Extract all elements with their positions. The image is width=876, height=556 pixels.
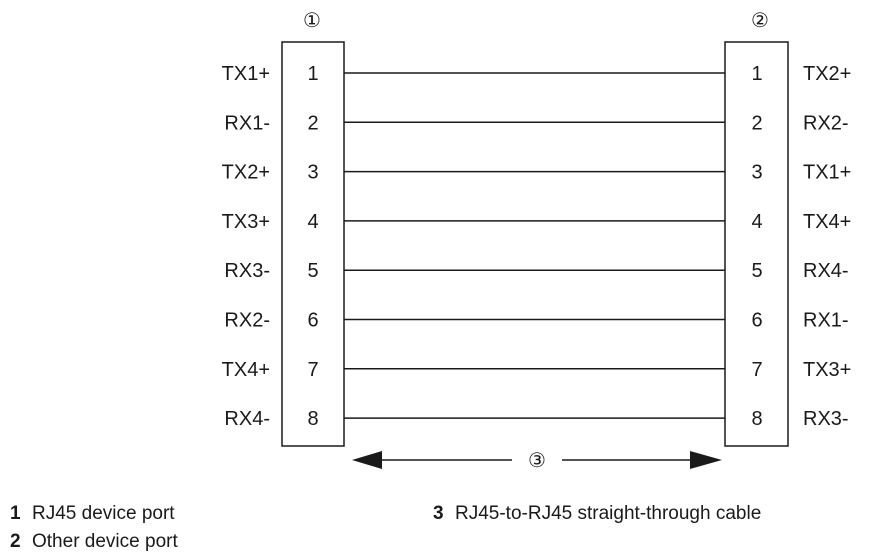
right-pin-number: 3 bbox=[751, 162, 762, 184]
left-pin-signal: RX1- bbox=[224, 112, 270, 134]
legend-number: 2 bbox=[10, 531, 21, 552]
left-pin-number: 3 bbox=[307, 162, 318, 184]
left-pin-signal: RX2- bbox=[224, 310, 270, 332]
legend-item-2: 2 Other device port bbox=[10, 531, 178, 553]
right-pin-signal: RX3- bbox=[803, 408, 849, 430]
legend-text: RJ45-to-RJ45 straight-through cable bbox=[455, 503, 762, 524]
right-pin-number: 5 bbox=[751, 260, 762, 282]
left-pin-signal: TX2+ bbox=[222, 162, 270, 184]
right-pin-number: 4 bbox=[751, 211, 762, 233]
left-pin-number: 4 bbox=[307, 211, 318, 233]
right-pin-number: 8 bbox=[751, 408, 762, 430]
right-pin-number: 6 bbox=[751, 310, 762, 332]
left-port-pins: TX1+ 1 RX1- 2 TX2+ 3 TX3+ 4 RX3- 5 RX2- 6 TX4+ 7 RX4- 8 bbox=[222, 63, 319, 430]
left-pin-signal: TX1+ bbox=[222, 63, 270, 85]
right-pin-signal: RX1- bbox=[803, 310, 849, 332]
wires-group bbox=[344, 72, 725, 419]
right-pin-signal: RX2- bbox=[803, 112, 849, 134]
legend-text: Other device port bbox=[32, 531, 178, 552]
legend-item-3: 3 RJ45-to-RJ45 straight-through cable bbox=[433, 503, 761, 525]
left-pin-number: 1 bbox=[307, 63, 318, 85]
legend-number: 3 bbox=[433, 503, 444, 524]
legend-item-1: 1 RJ45 device port bbox=[10, 503, 175, 525]
right-pin-number: 7 bbox=[751, 359, 762, 381]
right-pin-number: 1 bbox=[751, 63, 762, 85]
left-pin-number: 6 bbox=[307, 310, 318, 332]
right-port-box bbox=[724, 41, 789, 447]
legend-number: 1 bbox=[10, 503, 21, 524]
right-pin-signal: TX2+ bbox=[803, 63, 851, 85]
left-pin-number: 2 bbox=[307, 112, 318, 134]
right-pin-number: 2 bbox=[751, 112, 762, 134]
left-pin-signal: TX3+ bbox=[222, 211, 270, 233]
left-pin-signal: TX4+ bbox=[222, 359, 270, 381]
legend-text: RJ45 device port bbox=[32, 503, 175, 524]
left-port-marker: ① bbox=[303, 10, 321, 32]
right-pin-signal: TX3+ bbox=[803, 359, 851, 381]
right-pin-signal: TX4+ bbox=[803, 211, 851, 233]
right-port-marker: ② bbox=[751, 10, 769, 32]
cable-marker: ③ bbox=[528, 450, 546, 472]
left-pin-signal: RX3- bbox=[224, 260, 270, 282]
left-pin-number: 7 bbox=[307, 359, 318, 381]
left-pin-signal: RX4- bbox=[224, 408, 270, 430]
right-port-pins: 1 TX2+ 2 RX2- 3 TX1+ 4 TX4+ 5 RX4- 6 RX1- 7 TX3+ 8 RX3- bbox=[751, 63, 851, 430]
right-pin-signal: RX4- bbox=[803, 260, 849, 282]
cable-arrow-left-head bbox=[352, 451, 382, 469]
left-port-box bbox=[281, 41, 345, 447]
cable-arrow-right-head bbox=[690, 451, 722, 469]
left-pin-number: 8 bbox=[307, 408, 318, 430]
left-pin-number: 5 bbox=[307, 260, 318, 282]
right-pin-signal: TX1+ bbox=[803, 162, 851, 184]
